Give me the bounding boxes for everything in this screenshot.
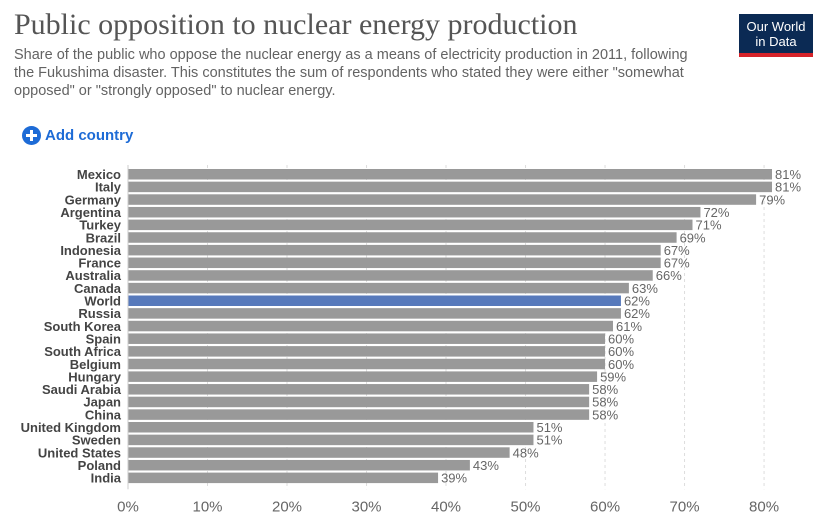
value-label: 79% <box>759 192 785 207</box>
add-country-button[interactable]: Add country <box>22 124 133 146</box>
category-label: Mexico <box>77 167 121 182</box>
category-label: Italy <box>95 180 122 195</box>
bar <box>128 181 772 193</box>
category-label: Turkey <box>79 218 121 233</box>
bar <box>128 219 693 231</box>
bar <box>128 422 534 433</box>
value-label: 63% <box>632 281 658 296</box>
x-tick-label: 40% <box>431 498 461 515</box>
value-label: 60% <box>608 331 634 346</box>
category-label: Japan <box>83 395 121 410</box>
x-axis: 0% 10% 20% 30% 40% 50% 60% 70% 80% <box>117 165 779 515</box>
x-tick-label: 20% <box>272 498 302 515</box>
bar <box>128 371 598 382</box>
value-label: 58% <box>592 395 618 410</box>
value-label: 71% <box>695 218 721 233</box>
value-label: 51% <box>536 420 562 435</box>
value-label: 62% <box>624 294 650 309</box>
bars <box>128 169 772 484</box>
x-tick-label: 50% <box>511 498 541 515</box>
bar <box>128 308 621 319</box>
category-label: France <box>78 256 121 271</box>
category-label: Canada <box>74 281 122 296</box>
bar <box>128 333 606 344</box>
value-label: 58% <box>592 382 618 397</box>
bar <box>128 346 606 357</box>
value-label: 62% <box>624 306 650 321</box>
category-label: Belgium <box>70 357 121 372</box>
category-label: Indonesia <box>60 243 121 258</box>
bar <box>128 194 757 205</box>
category-label: Brazil <box>86 230 121 245</box>
x-tick-label: 70% <box>670 498 700 515</box>
x-tick-label: 80% <box>749 498 779 515</box>
bar <box>128 409 590 420</box>
chart-title: Public opposition to nuclear energy prod… <box>14 8 578 41</box>
category-label: India <box>91 471 122 486</box>
category-label: Argentina <box>60 205 121 220</box>
logo-line-1: Our World <box>746 18 806 34</box>
add-country-label: Add country <box>45 126 134 144</box>
category-label: Hungary <box>68 369 122 384</box>
x-tick-label: 60% <box>590 498 620 515</box>
value-label: 51% <box>536 433 562 448</box>
value-label: 61% <box>616 319 642 334</box>
category-label: United States <box>38 445 121 460</box>
x-tick-label: 0% <box>117 498 139 515</box>
value-label: 81% <box>775 180 801 195</box>
bar <box>128 447 510 458</box>
plus-circle-icon <box>22 125 41 145</box>
bar <box>128 244 661 256</box>
bar <box>128 320 613 332</box>
x-tick-label: 30% <box>352 498 382 515</box>
bar <box>128 282 629 294</box>
category-label: Russia <box>78 306 121 321</box>
category-label: China <box>85 407 122 422</box>
logo-line-2: in Data <box>755 33 797 49</box>
chart-subtitle: Share of the public who oppose the nucle… <box>14 47 688 99</box>
category-label: Australia <box>65 268 121 283</box>
bar <box>128 232 677 243</box>
category-label: World <box>84 294 121 309</box>
value-label: 48% <box>513 445 539 460</box>
bar <box>128 206 701 218</box>
bar <box>128 295 621 306</box>
value-label: 69% <box>680 230 706 245</box>
category-label: United Kingdom <box>21 420 121 435</box>
value-label: 60% <box>608 357 634 372</box>
bar <box>128 434 534 446</box>
bar <box>128 459 470 471</box>
bar <box>128 472 439 484</box>
category-label: Saudi Arabia <box>42 382 122 397</box>
bar <box>128 358 606 370</box>
value-label: 43% <box>473 458 499 473</box>
category-label: Sweden <box>72 433 121 448</box>
x-tick-label: 10% <box>192 498 222 515</box>
value-label: 67% <box>664 243 690 258</box>
bar <box>128 257 661 269</box>
value-label: 39% <box>441 471 467 486</box>
category-label: Poland <box>78 458 121 473</box>
value-label: 59% <box>600 369 626 384</box>
labels: Mexico 81% Italy 81% Germany 79% Argentina 72% T… <box>21 167 802 486</box>
bar <box>128 169 772 180</box>
value-label: 66% <box>656 268 682 283</box>
category-label: Spain <box>86 331 121 346</box>
bar <box>128 396 590 408</box>
category-label: Germany <box>65 192 122 207</box>
owid-logo[interactable]: Our World in Data <box>739 14 813 57</box>
value-label: 58% <box>592 407 618 422</box>
category-label: South Korea <box>44 319 122 334</box>
value-label: 60% <box>608 344 634 359</box>
value-label: 67% <box>664 256 690 271</box>
category-label: South Africa <box>44 344 122 359</box>
bar <box>128 270 653 281</box>
value-label: 72% <box>703 205 729 220</box>
value-label: 81% <box>775 167 801 182</box>
bar <box>128 384 590 395</box>
